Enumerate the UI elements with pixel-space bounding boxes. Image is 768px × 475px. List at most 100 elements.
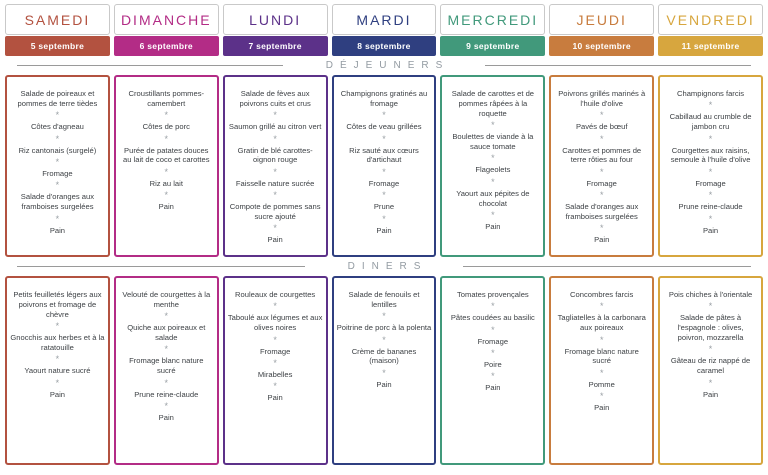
dinner-card-mercredi: Tomates provençales * Pâtes coudées au bas… [440, 276, 546, 465]
dinner-title-text: DINERS [347, 261, 428, 272]
item-separator: * [273, 190, 277, 201]
dinner-card-samedi: Petits feuilletés légers aux poivrons et… [5, 276, 110, 465]
menu-item: Champignons farcis [677, 89, 745, 98]
menu-item: Salade de fenouils et lentilles [348, 290, 420, 309]
item-separator: * [491, 120, 495, 131]
dinner-card-lundi: Rouleaux de courgettes * Taboulé aux légum… [222, 276, 328, 465]
day-date-vendredi: 11 septembre [658, 36, 763, 56]
menu-item: Pain [49, 225, 66, 235]
item-separator: * [708, 344, 713, 355]
day-header-vendredi: VENDREDI 11 septembre [658, 4, 763, 56]
day-header-mercredi: MERCREDI 9 septembre [440, 4, 546, 56]
item-separator: * [55, 180, 60, 191]
item-separator: * [273, 301, 277, 312]
item-separator: * [599, 223, 604, 234]
menu-item: Riz cantonais (surgelé) [18, 145, 97, 155]
item-separator: * [599, 110, 604, 121]
menu-item: Riz au lait [149, 178, 183, 188]
menu-item: Fromage [42, 168, 73, 178]
item-separator: * [273, 110, 277, 121]
item-separator: * [382, 367, 386, 378]
menu-item: Prune reine-claude [678, 202, 743, 212]
divider-line [17, 266, 305, 267]
menu-item: Côtes d'agneau [30, 122, 84, 132]
menu-item: Pois chiches à l'orientale [668, 290, 753, 299]
item-separator: * [599, 190, 604, 201]
lunch-card-vendredi: Champignons farcis * Cabillaud au crumble … [658, 75, 763, 257]
day-header-lundi: LUNDI 7 septembre [222, 4, 328, 56]
item-separator: * [599, 133, 604, 144]
dinner-card-mardi: Salade de fenouils et lentilles * Poitrine… [331, 276, 437, 465]
menu-item: Prune [373, 202, 395, 212]
lunch-section-title: DÉJEUNERS [5, 57, 763, 74]
menu-item: Poivrons grillés marinés à l'huile d'oli… [558, 89, 646, 108]
menu-item: Prune reine-claude [134, 389, 199, 399]
menu-item: Pain [485, 383, 501, 393]
day-name-mercredi: MERCREDI [440, 4, 546, 35]
day-date-lundi: 7 septembre [222, 36, 328, 56]
item-separator: * [491, 348, 495, 359]
menu-item: Yaourt nature sucré [24, 366, 91, 376]
menu-item: Pain [594, 403, 610, 413]
lunch-card-mercredi: Salade de carottes et de pommes râpées à… [440, 75, 546, 257]
menu-item: Fromage [477, 336, 509, 346]
menu-item: Saumon grillé au citron vert [228, 122, 322, 132]
item-separator: * [382, 334, 386, 345]
item-separator: * [708, 100, 713, 111]
day-header-mardi: MARDI 8 septembre [331, 4, 437, 56]
item-separator: * [55, 156, 60, 167]
day-headers-row: SAMEDI 5 septembre DIMANCHE 6 septembre LUND… [5, 4, 763, 56]
item-separator: * [599, 334, 604, 345]
menu-item: Carottes et pommes de terre rôties au fo… [562, 145, 642, 165]
menu-item: Velouté de courgettes à la menthe [122, 290, 211, 309]
menu-item: Taboulé aux légumes et aux olives noires [227, 313, 323, 333]
day-name-lundi: LUNDI [222, 4, 328, 35]
item-separator: * [382, 166, 386, 177]
lunch-card-jeudi: Poivrons grillés marinés à l'huile d'oli… [549, 75, 655, 257]
menu-item: Salade d'oranges aux framboises surgelée… [20, 192, 95, 212]
dinner-card-jeudi: Concombres farcis * Tagliatelles à la carb… [549, 276, 655, 465]
day-date-samedi: 5 septembre [5, 36, 110, 56]
menu-item: Pain [376, 379, 392, 389]
item-separator: * [164, 133, 169, 144]
menu-item: Pain [158, 413, 174, 423]
menu-item: Riz sauté aux cœurs d'artichaut [349, 145, 419, 165]
dinner-section-title: DINERS [5, 258, 763, 275]
item-separator: * [55, 377, 60, 388]
menu-item: Courgettes aux raisins, semoule à l'huil… [670, 145, 751, 165]
item-separator: * [491, 176, 495, 187]
menu-item: Boulettes de viande à la sauce tomate [452, 132, 534, 151]
item-separator: * [273, 381, 277, 392]
item-separator: * [55, 133, 60, 144]
menu-item: Pomme [588, 379, 615, 389]
menu-item: Gratin de blé carottes-oignon rouge [237, 145, 313, 165]
item-separator: * [491, 324, 495, 335]
menu-item: Tagliatelles à la carbonara aux poireaux [557, 313, 646, 333]
item-separator: * [382, 190, 386, 201]
day-header-samedi: SAMEDI 5 septembre [5, 4, 110, 56]
divider-line [463, 266, 752, 267]
item-separator: * [708, 301, 713, 312]
menu-item: Côtes de veau grillées [346, 122, 422, 132]
menu-item: Pavés de bœuf [575, 122, 628, 132]
menu-item: Gnocchis aux herbes et à la ratatouille [10, 333, 105, 352]
menu-item: Petits feuilletés légers aux poivrons et… [13, 290, 102, 319]
item-separator: * [382, 133, 386, 144]
item-separator: * [708, 190, 713, 201]
menu-item: Yaourt aux pépites de chocolat [456, 188, 530, 208]
menu-item: Cabillaud au crumble de jambon cru [669, 112, 752, 132]
divider-line [17, 65, 283, 66]
menu-item: Salade de carottes et de pommes râpées à… [451, 89, 535, 118]
item-separator: * [164, 401, 169, 412]
menu-item: Fromage [695, 178, 726, 188]
menu-item: Salade de pâtes à l'espagnole : olives, … [677, 313, 744, 343]
dinner-cards-row: Petits feuilletés légers aux poivrons et… [5, 276, 763, 465]
menu-item: Quiche aux poireaux et salade [127, 323, 206, 343]
item-separator: * [164, 344, 169, 355]
menu-item: Pain [49, 389, 66, 399]
item-separator: * [164, 110, 169, 121]
item-separator: * [599, 166, 604, 177]
menu-item: Tomates provençales [456, 290, 529, 299]
divider-line [485, 65, 752, 66]
lunch-title-text: DÉJEUNERS [325, 60, 450, 71]
